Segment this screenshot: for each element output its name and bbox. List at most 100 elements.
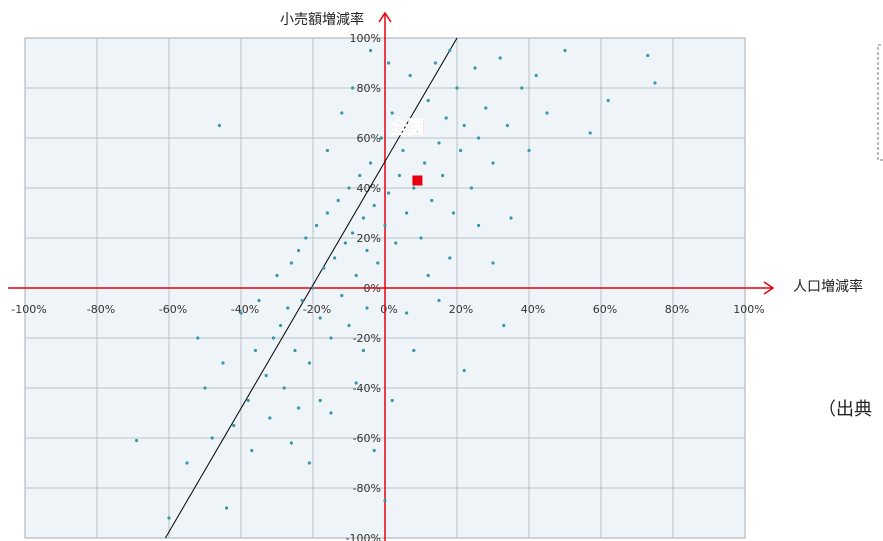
data-point: [372, 448, 376, 453]
data-point: [271, 336, 275, 340]
data-point: [455, 86, 459, 90]
data-point: [369, 48, 373, 53]
data-point: [459, 148, 463, 153]
x-tick-label: 100%: [733, 303, 764, 316]
data-point: [282, 386, 286, 390]
data-point: [430, 198, 434, 203]
x-tick-label: 0%: [380, 303, 397, 316]
data-point: [469, 186, 473, 190]
data-point: [534, 73, 538, 78]
data-point: [354, 381, 358, 385]
x-tick-label: -80%: [87, 303, 115, 316]
data-point: [307, 461, 311, 465]
data-point: [293, 348, 297, 353]
data-point: [369, 161, 373, 165]
data-point: [340, 111, 344, 115]
data-point: [376, 261, 380, 265]
data-point: [361, 348, 365, 353]
y-tick-label: 20%: [357, 232, 381, 245]
x-tick-label: -20%: [303, 303, 331, 316]
data-point: [351, 231, 355, 235]
y-axis-title: 小売額増減率: [280, 11, 364, 28]
data-point: [426, 273, 430, 278]
data-point: [502, 323, 506, 328]
x-axis-arrow: [763, 281, 775, 295]
data-point: [509, 216, 513, 220]
data-point: [462, 368, 466, 373]
data-point: [484, 106, 488, 110]
data-point: [354, 273, 358, 278]
data-point: [437, 141, 441, 145]
x-tick-label: -60%: [159, 303, 187, 316]
y-tick-label: -60%: [353, 432, 381, 445]
data-point: [606, 98, 610, 103]
point-label: 全国: [388, 117, 425, 139]
y-tick-label: 100%: [350, 32, 381, 45]
data-point: [329, 336, 333, 340]
data-point: [653, 81, 657, 85]
data-point: [441, 173, 445, 178]
data-point: [426, 98, 430, 103]
data-point: [232, 423, 236, 428]
data-point: [311, 286, 315, 290]
data-point: [322, 266, 326, 270]
data-point: [221, 361, 225, 365]
data-point: [520, 86, 524, 90]
y-tick-label: 60%: [357, 132, 381, 145]
data-point: [210, 436, 214, 440]
data-point: [390, 398, 394, 403]
data-point: [505, 123, 509, 128]
data-point: [491, 161, 495, 165]
legend-box: [877, 44, 883, 161]
data-point: [196, 336, 200, 340]
data-point: [336, 198, 340, 203]
data-point: [253, 348, 257, 353]
data-point: [365, 306, 369, 310]
data-point: [217, 123, 221, 128]
data-point: [250, 448, 254, 453]
data-point: [423, 161, 427, 165]
data-point: [379, 136, 383, 140]
data-point: [361, 216, 365, 220]
data-point: [401, 148, 405, 153]
data-point: [297, 406, 301, 410]
data-point: [419, 236, 423, 240]
data-point: [343, 241, 347, 245]
data-point: [451, 211, 455, 215]
x-tick-label: -40%: [231, 303, 259, 316]
data-point: [340, 293, 344, 298]
data-point: [307, 361, 311, 365]
data-point: [563, 48, 567, 53]
data-point: [588, 131, 592, 135]
data-point: [135, 438, 139, 443]
y-tick-label: -40%: [353, 382, 381, 395]
source-note: （出典: [818, 399, 872, 420]
data-point: [405, 311, 409, 315]
data-point: [412, 186, 416, 190]
x-tick-label: 40%: [521, 303, 545, 316]
data-point: [239, 311, 243, 315]
data-point: [365, 248, 369, 253]
data-point: [318, 398, 322, 403]
data-point: [372, 203, 376, 208]
data-point: [390, 111, 394, 115]
y-tick-label: -100%: [346, 532, 381, 541]
data-point: [329, 411, 333, 415]
data-point: [527, 148, 531, 153]
x-tick-label: 60%: [593, 303, 617, 316]
data-point: [433, 61, 437, 65]
data-point: [415, 131, 419, 135]
x-axis-title: 人口増減率: [793, 278, 863, 295]
data-point: [358, 173, 362, 178]
data-point: [275, 273, 279, 278]
data-point: [279, 323, 283, 328]
data-point: [268, 416, 272, 420]
data-point: [318, 316, 322, 320]
data-point: [351, 86, 355, 90]
data-point: [315, 223, 319, 228]
y-tick-label: -20%: [353, 332, 381, 345]
data-point: [646, 53, 650, 58]
data-point: [491, 261, 495, 265]
data-point: [448, 256, 452, 260]
data-point: [167, 516, 171, 520]
